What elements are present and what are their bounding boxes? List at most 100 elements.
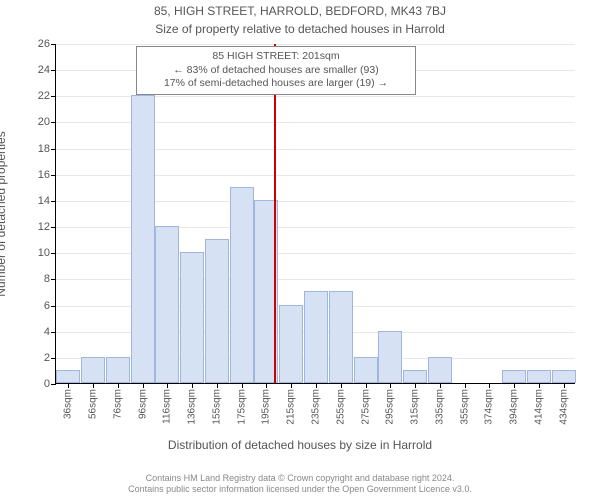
ytick-mark bbox=[51, 253, 56, 254]
xtick-label: 175sqm bbox=[236, 389, 247, 425]
ytick-mark bbox=[51, 384, 56, 385]
footer-text: Contains HM Land Registry data © Crown c… bbox=[0, 473, 600, 496]
histogram-bar bbox=[106, 357, 130, 383]
xtick-mark bbox=[93, 383, 94, 388]
xtick-mark bbox=[489, 383, 490, 388]
chart-title-address: 85, HIGH STREET, HARROLD, BEDFORD, MK43 … bbox=[0, 4, 600, 18]
xtick-mark bbox=[465, 383, 466, 388]
xtick-mark bbox=[242, 383, 243, 388]
histogram-bar bbox=[403, 370, 427, 383]
ytick-mark bbox=[51, 96, 56, 97]
ytick-mark bbox=[51, 227, 56, 228]
xtick-mark bbox=[68, 383, 69, 388]
xtick-label: 355sqm bbox=[459, 389, 470, 425]
xtick-mark bbox=[217, 383, 218, 388]
ytick-label: 12 bbox=[38, 221, 50, 233]
x-axis-label: Distribution of detached houses by size … bbox=[0, 438, 600, 452]
xtick-label: 275sqm bbox=[360, 389, 371, 425]
ytick-mark bbox=[51, 279, 56, 280]
annotation-line: 17% of semi-detached houses are larger (… bbox=[143, 77, 409, 91]
histogram-bar bbox=[279, 305, 303, 383]
xtick-label: 255sqm bbox=[335, 389, 346, 425]
xtick-mark bbox=[291, 383, 292, 388]
chart-container: 85, HIGH STREET, HARROLD, BEDFORD, MK43 … bbox=[0, 0, 600, 500]
ytick-label: 22 bbox=[38, 90, 50, 102]
xtick-mark bbox=[366, 383, 367, 388]
ytick-label: 10 bbox=[38, 247, 50, 259]
ytick-label: 0 bbox=[44, 378, 50, 390]
ytick-mark bbox=[51, 358, 56, 359]
histogram-bar bbox=[527, 370, 551, 383]
ytick-mark bbox=[51, 332, 56, 333]
xtick-label: 295sqm bbox=[385, 389, 396, 425]
ytick-label: 20 bbox=[38, 116, 50, 128]
histogram-bar bbox=[354, 357, 378, 383]
xtick-mark bbox=[341, 383, 342, 388]
xtick-mark bbox=[167, 383, 168, 388]
xtick-mark bbox=[192, 383, 193, 388]
xtick-mark bbox=[316, 383, 317, 388]
ytick-mark bbox=[51, 122, 56, 123]
xtick-mark bbox=[539, 383, 540, 388]
ytick-mark bbox=[51, 70, 56, 71]
y-axis-label: Number of detached properties bbox=[0, 131, 8, 296]
xtick-label: 374sqm bbox=[484, 389, 495, 425]
ytick-mark bbox=[51, 306, 56, 307]
annotation-box: 85 HIGH STREET: 201sqm← 83% of detached … bbox=[136, 46, 416, 95]
annotation-line: 85 HIGH STREET: 201sqm bbox=[143, 50, 409, 64]
xtick-label: 335sqm bbox=[434, 389, 445, 425]
histogram-bar bbox=[230, 187, 254, 383]
xtick-label: 434sqm bbox=[558, 389, 569, 425]
ytick-label: 26 bbox=[38, 38, 50, 50]
histogram-bar bbox=[180, 252, 204, 383]
xtick-mark bbox=[266, 383, 267, 388]
xtick-mark bbox=[415, 383, 416, 388]
histogram-bar bbox=[56, 370, 80, 383]
xtick-label: 215sqm bbox=[286, 389, 297, 425]
xtick-mark bbox=[143, 383, 144, 388]
ytick-mark bbox=[51, 201, 56, 202]
xtick-label: 96sqm bbox=[137, 389, 148, 419]
xtick-label: 76sqm bbox=[112, 389, 123, 419]
xtick-label: 155sqm bbox=[211, 389, 222, 425]
xtick-label: 36sqm bbox=[63, 389, 74, 419]
xtick-label: 195sqm bbox=[261, 389, 272, 425]
annotation-line: ← 83% of detached houses are smaller (93… bbox=[143, 64, 409, 78]
ytick-label: 14 bbox=[38, 195, 50, 207]
histogram-bar bbox=[81, 357, 105, 383]
ytick-label: 6 bbox=[44, 300, 50, 312]
plot-area: 0246810121416182022242636sqm56sqm76sqm96… bbox=[55, 44, 575, 384]
xtick-label: 235sqm bbox=[311, 389, 322, 425]
xtick-mark bbox=[390, 383, 391, 388]
xtick-mark bbox=[118, 383, 119, 388]
histogram-bar bbox=[428, 357, 452, 383]
histogram-bar bbox=[155, 226, 179, 383]
xtick-label: 315sqm bbox=[410, 389, 421, 425]
ytick-mark bbox=[51, 175, 56, 176]
xtick-label: 394sqm bbox=[509, 389, 520, 425]
histogram-bar bbox=[304, 291, 328, 383]
ytick-label: 24 bbox=[38, 64, 50, 76]
histogram-bar bbox=[131, 95, 155, 383]
chart-subtitle: Size of property relative to detached ho… bbox=[0, 22, 600, 36]
ytick-label: 2 bbox=[44, 352, 50, 364]
xtick-label: 136sqm bbox=[187, 389, 198, 425]
xtick-label: 116sqm bbox=[162, 389, 173, 424]
xtick-mark bbox=[514, 383, 515, 388]
ytick-mark bbox=[51, 149, 56, 150]
histogram-bar bbox=[329, 291, 353, 383]
xtick-mark bbox=[564, 383, 565, 388]
histogram-bar bbox=[205, 239, 229, 383]
gridline bbox=[56, 44, 575, 45]
histogram-bar bbox=[378, 331, 402, 383]
ytick-label: 8 bbox=[44, 273, 50, 285]
ytick-label: 4 bbox=[44, 326, 50, 338]
histogram-bar bbox=[552, 370, 576, 383]
ytick-mark bbox=[51, 44, 56, 45]
xtick-label: 414sqm bbox=[533, 389, 544, 425]
ytick-label: 18 bbox=[38, 143, 50, 155]
footer-line-1: Contains HM Land Registry data © Crown c… bbox=[0, 473, 600, 485]
xtick-label: 56sqm bbox=[88, 389, 99, 419]
xtick-mark bbox=[440, 383, 441, 388]
footer-line-2: Contains public sector information licen… bbox=[0, 484, 600, 496]
